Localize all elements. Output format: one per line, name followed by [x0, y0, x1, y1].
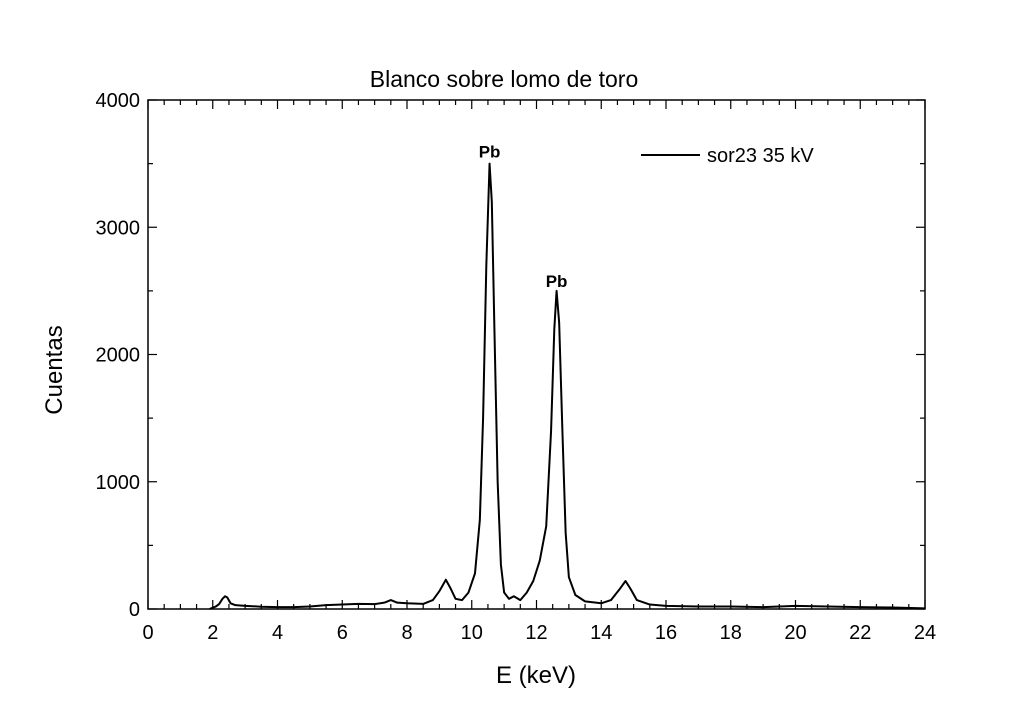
x-tick-label: 22: [849, 622, 871, 644]
peak-label-pb: Pb: [479, 142, 501, 161]
y-tick-label: 1000: [96, 472, 141, 494]
peak-label-pb: Pb: [546, 272, 568, 291]
x-tick-label: 6: [337, 622, 348, 644]
peak-annotations: Pb Pb: [479, 142, 568, 291]
x-tick-label: 8: [401, 622, 412, 644]
y-tick-label: 2000: [96, 345, 141, 367]
plot-frame: [147, 99, 926, 610]
x-tick-label: 0: [142, 622, 153, 644]
x-tick-label: 2: [207, 622, 218, 644]
x-tick-label: 18: [720, 622, 742, 644]
legend: sor23 35 kV: [641, 145, 814, 167]
series-line-sor23-35kv: [209, 162, 926, 610]
axis-ticks: [147, 99, 926, 610]
x-tick-label: 24: [914, 622, 936, 644]
y-axis-title: Cuentas: [41, 325, 68, 414]
x-tick-label: 16: [655, 622, 677, 644]
y-tick-label: 0: [129, 599, 140, 621]
y-tick-label: 3000: [96, 217, 141, 239]
legend-label: sor23 35 kV: [707, 145, 814, 167]
y-tick-label: 4000: [96, 90, 141, 112]
x-tick-label: 10: [461, 622, 483, 644]
x-tick-label: 12: [525, 622, 547, 644]
chart-title: Blanco sobre lomo de toro: [370, 66, 639, 92]
x-tick-label: 4: [272, 622, 283, 644]
x-tick-label: 20: [784, 622, 806, 644]
x-tick-label: 14: [590, 622, 612, 644]
x-axis-title: E (keV): [496, 662, 576, 689]
